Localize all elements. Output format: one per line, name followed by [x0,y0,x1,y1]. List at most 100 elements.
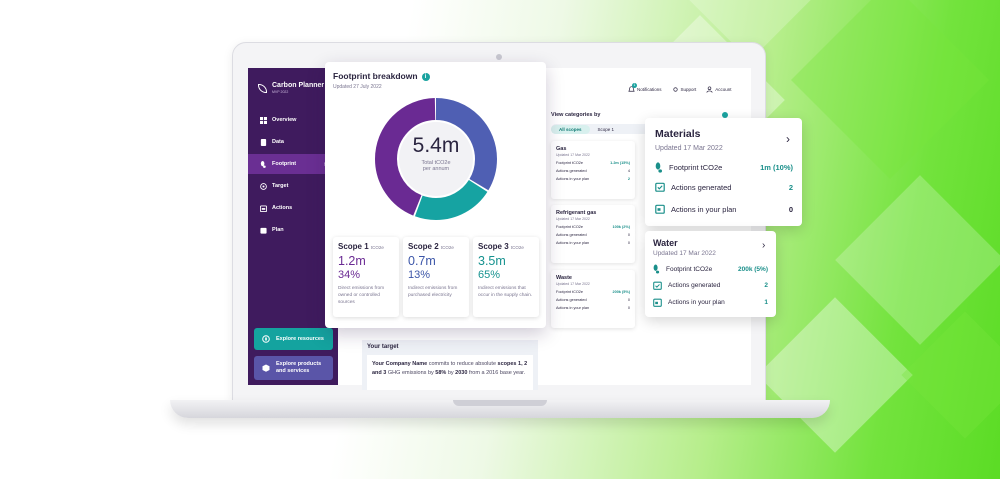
category-title: Gas [556,146,567,152]
brand[interactable]: Carbon Planner MVP 2022 [258,82,324,94]
scope-unit: tCO2e [370,245,384,250]
footprint-total: 5.4m Total tCO2e per annum [371,134,501,172]
category-row: Actions in your plan 2 [556,177,630,181]
calendar-icon [260,204,267,212]
scope-unit: tCO2e [440,245,454,250]
row-value: 1 [764,299,768,306]
account-link[interactable]: Account [706,86,732,93]
water-date: Updated 17 Mar 2022 [653,250,716,257]
calendar-icon [653,298,662,307]
sidebar-item-label: Target [272,183,289,189]
sidebar-item-target[interactable]: Target › [254,176,334,196]
scope-title: Scope 1 tCO2e [338,242,394,251]
target-card: Your Company Name commits to reduce abso… [367,355,533,390]
category-row: Actions generated 0 [556,298,630,302]
row-label: Actions generated [668,282,721,289]
checklist-icon [653,281,662,290]
water-card[interactable]: Water › Updated 17 Mar 2022 Footprint tC… [645,231,776,317]
materials-row-actions-generated: Actions generated 2 [655,182,793,192]
scope-title: Scope 2 tCO2e [408,242,464,251]
row-label: Actions generated [671,182,732,192]
scope-title: Scope 3 tCO2e [478,242,534,251]
explore-resources-button[interactable]: Explore resources [254,328,333,350]
target-year: 2030 [455,370,468,376]
target-icon [260,182,267,190]
notification-badge: 1 [632,83,637,88]
row-label-wrap: Actions generated [655,182,731,192]
target-text: from a 2016 base year. [467,370,526,376]
explore-products-button[interactable]: Explore products and services [254,356,333,380]
materials-date: Updated 17 Mar 2022 [655,145,723,152]
your-target-section: Your target Your Company Name commits to… [362,340,538,390]
sidebar-item-footprint[interactable]: Footprint › [248,154,332,174]
materials-card[interactable]: Materials › Updated 17 Mar 2022 Footprin… [645,118,802,226]
sidebar-item-overview[interactable]: Overview › [254,110,334,130]
sidebar: Carbon Planner MVP 2022 Overview › Data … [248,68,338,385]
scope-unit: tCO2e [510,245,524,250]
footprint-icon [655,162,662,173]
footprint-date: Updated 27 July 2022 [333,84,382,90]
category-date: Updated 17 Mar 2022 [556,153,590,157]
info-icon[interactable]: i [421,72,430,81]
scope-2-card[interactable]: Scope 2 tCO2e 0.7m 13% Indirect emission… [403,237,469,317]
donut-segment-2[interactable] [375,98,497,220]
plan-icon [260,227,267,234]
chevron-right-icon: › [762,240,766,251]
category-card-waste[interactable]: Waste Updated 17 Mar 2022 Footprint tCO2… [551,270,635,328]
checklist-icon [655,182,665,192]
scope-description: Indirect emissions from purchased electr… [408,286,458,298]
water-row-actions-plan: Actions in your plan 1 [653,298,768,307]
info-icon[interactable] [722,112,728,118]
scope-description: Indirect emissions that occur in the sup… [478,286,533,298]
scope-title-text: Scope 2 [408,242,439,251]
row-value: 0 [627,233,630,237]
sidebar-item-label: Overview [272,117,297,123]
materials-row-actions-plan: Actions in your plan 0 [655,204,793,214]
row-value: 0 [627,306,630,310]
water-row-footprint: Footprint tCO2e 200k (5%) [653,264,768,274]
scope-value: 3.5m [478,254,506,268]
row-value: 2 [788,182,793,192]
category-date: Updated 17 Mar 2022 [556,217,590,221]
scope-percent: 65% [478,269,501,281]
row-value: 200k (5%) [738,265,768,273]
category-card-gas[interactable]: Gas Updated 17 Mar 2022 Footprint tCO2e 1… [551,141,635,199]
category-row: Footprint tCO2e 100k (2%) [556,225,630,229]
chevron-right-icon: › [786,132,790,146]
laptop-notch [453,400,547,406]
target-text: commits to reduce absolute [427,361,498,367]
row-label-wrap: Actions in your plan [653,298,725,307]
scope-percent: 34% [338,269,361,281]
tab-scope-1[interactable]: Scope 1 [597,126,615,132]
row-label: Actions generated [556,233,587,237]
support-label: Support [680,87,697,92]
notifications-label: Notifications [637,87,662,92]
view-categories-heading: View categories by [551,112,601,118]
footprint-title-text: Footprint breakdown [333,71,418,81]
tab-all-scopes[interactable]: All scopes [551,124,590,134]
materials-title: Materials [655,128,701,140]
user-icon [706,86,713,93]
footprint-title: Footprint breakdown i [333,71,430,81]
donut-segment-3[interactable] [375,98,497,220]
sidebar-item-plan[interactable]: Plan › [254,220,334,240]
row-label: Footprint tCO2e [669,163,723,172]
scope-title-text: Scope 1 [338,242,369,251]
category-row: Actions in your plan 0 [556,306,630,310]
scope-1-card[interactable]: Scope 1 tCO2e 1.2m 34% Direct emissions … [333,237,399,317]
scope-3-card[interactable]: Scope 3 tCO2e 3.5m 65% Indirect emission… [473,237,539,317]
sidebar-item-actions[interactable]: Actions › [254,198,334,218]
explore-products-label: Explore products and services [276,361,322,374]
category-card-refrigerant-gas[interactable]: Refrigerant gas Updated 17 Mar 2022 Foot… [551,205,635,263]
sidebar-item-data[interactable]: Data › [254,132,334,152]
account-label: Account [715,87,732,92]
scope-percent: 13% [408,269,431,281]
row-value: 1.2m (15%) [610,161,630,165]
row-label-wrap: Footprint tCO2e [653,264,712,274]
total-value: 5.4m [412,134,460,157]
row-label: Actions generated [556,169,587,173]
donut-segment-1[interactable] [375,98,497,220]
sidebar-item-label: Data [272,139,284,145]
row-value: 100k (2%) [612,225,630,229]
support-link[interactable]: Support [672,86,697,93]
